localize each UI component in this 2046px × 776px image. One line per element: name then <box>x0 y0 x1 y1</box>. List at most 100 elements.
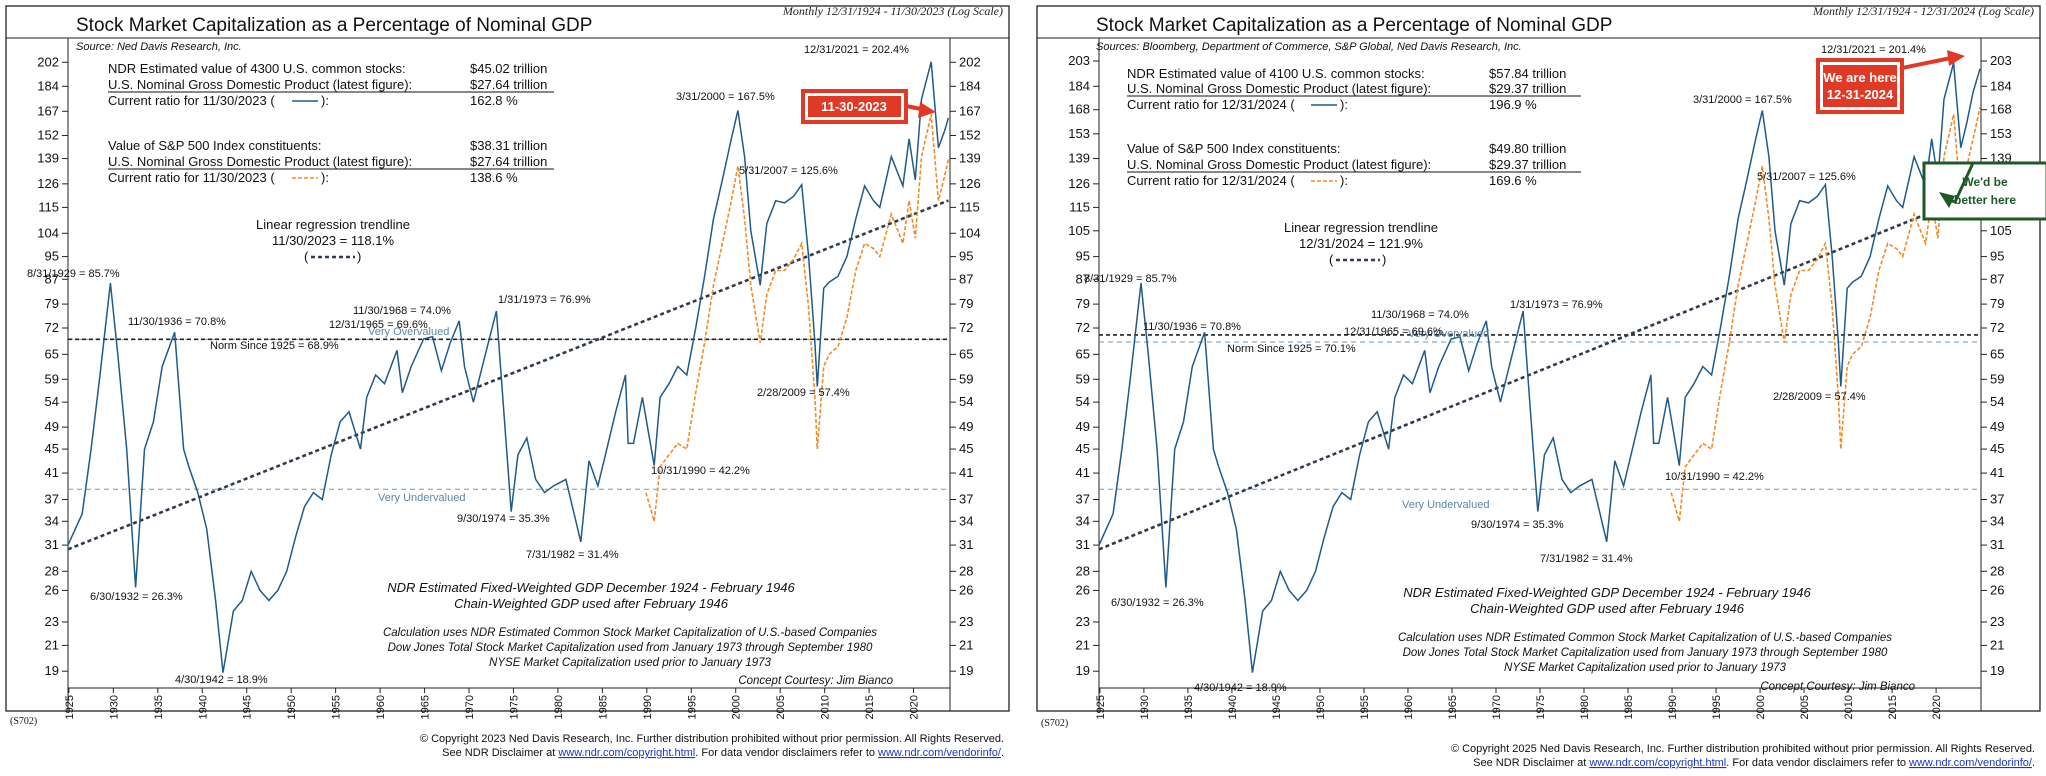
y-tick-label: 45 <box>1990 441 2004 456</box>
total-market-series-line <box>1098 62 1981 673</box>
overvalued-label: Very Overvalued <box>368 326 449 338</box>
x-tick-label: 2020 <box>1931 695 1943 719</box>
info2-line3-suffix: ): <box>1340 173 1348 188</box>
callout-text-2023: 11-30-2023 <box>821 99 887 114</box>
x-tick-label: 1950 <box>286 695 298 719</box>
y-tick-label: 115 <box>1069 199 1090 214</box>
annotation-1932-low: 6/30/1932 = 26.3% <box>90 591 183 603</box>
copyright-line: © Copyright 2025 Ned Davis Research, Inc… <box>1451 743 2035 755</box>
y-tick-label: 31 <box>1990 537 2004 552</box>
y-tick-label: 87 <box>1990 271 2004 286</box>
y-tick-label: 139 <box>37 151 59 166</box>
x-tick-label: 2010 <box>1843 695 1855 719</box>
annotation-2021-peak: 12/31/2021 = 201.4% <box>1821 44 1926 56</box>
y-tick-label: 23 <box>1076 614 1090 629</box>
y-tick-label: 168 <box>1068 102 1090 117</box>
y-tick-label: 37 <box>1990 492 2004 507</box>
info1-line1-value: $45.02 trillion <box>470 61 547 76</box>
chart-frame <box>5 5 1010 712</box>
y-tick-label: 65 <box>959 346 973 361</box>
info2-line2-value: $29.37 trillion <box>1489 157 1566 172</box>
y-tick-label: 202 <box>37 54 59 69</box>
annotation-2009-low: 2/28/2009 = 57.4% <box>757 387 850 399</box>
annotation-1968-peak: 11/30/1968 = 74.0% <box>1371 309 1469 321</box>
copyright-line: © Copyright 2023 Ned Davis Research, Inc… <box>420 733 1004 745</box>
y-tick-label: 105 <box>1990 223 2012 238</box>
x-tick-label: 1965 <box>420 695 432 719</box>
trend-legend-close: ) <box>1382 252 1386 267</box>
x-tick-label: 1995 <box>686 695 698 719</box>
y-tick-label: 21 <box>959 637 973 652</box>
calc-note-1: Calculation uses NDR Estimated Common St… <box>1398 632 1892 644</box>
y-tick-label: 184 <box>1068 78 1090 93</box>
y-tick-label: 104 <box>37 225 59 240</box>
copyright-link[interactable]: www.ndr.com/copyright.html <box>1588 757 1726 769</box>
y-tick-label: 153 <box>1068 126 1090 141</box>
copyright-link[interactable]: www.ndr.com/copyright.html <box>557 747 695 759</box>
y-tick-label: 21 <box>45 637 59 652</box>
gdp-note-1: NDR Estimated Fixed-Weighted GDP Decembe… <box>1403 585 1811 600</box>
info1-line3-label: Current ratio for 12/31/2024 ( <box>1127 97 1295 112</box>
annotation-2007-peak: 5/31/2007 = 125.6% <box>739 165 838 177</box>
total-market-series-line <box>67 61 950 673</box>
info2-line3-value: 138.6 % <box>470 170 518 185</box>
annotation-1973-peak: 1/31/1973 = 76.9% <box>1510 299 1603 311</box>
chart-panel-2024: Stock Market Capitalization as a Percent… <box>1031 0 2046 776</box>
info1-line1-label: NDR Estimated value of 4100 U.S. common … <box>1127 66 1425 81</box>
y-ticks-right: 19 21 23 26 28 31 34 37 41 45 49 54 59 65 72 79 87 95 105 1… <box>1981 53 2012 678</box>
y-tick-label: 115 <box>38 199 59 214</box>
y-tick-label: 79 <box>959 296 973 311</box>
trendline <box>67 199 949 551</box>
annotation-2007-peak: 5/31/2007 = 125.6% <box>1757 171 1856 183</box>
y-tick-label: 184 <box>959 78 981 93</box>
vendorinfo-link[interactable]: www.ndr.com/vendorinfo/ <box>1908 757 2033 769</box>
callout-arrowhead-better <box>1939 192 1955 208</box>
callout-2024-line2: 12-31-2024 <box>1827 87 1894 102</box>
y-tick-label: 26 <box>1076 582 1090 597</box>
trend-label-1: Linear regression trendline <box>256 217 410 232</box>
y-tick-label: 45 <box>959 441 973 456</box>
norm-label: Norm Since 1925 = 68.9% <box>210 340 339 352</box>
x-tick-label: 1955 <box>1359 695 1371 719</box>
chart-svg: Stock Market Capitalization as a Percent… <box>1036 4 2046 769</box>
x-tick-label: 1990 <box>1667 695 1679 719</box>
y-tick-label: 49 <box>959 419 973 434</box>
callout-arrowhead-2023 <box>918 102 936 118</box>
sp500-series-line <box>1670 107 1981 522</box>
x-tick-label: 2000 <box>731 695 743 719</box>
y-tick-label: 37 <box>45 492 59 507</box>
y-tick-label: 34 <box>1076 513 1090 528</box>
x-tick-label: 1945 <box>1271 695 1283 719</box>
y-tick-label: 139 <box>959 151 981 166</box>
x-tick-label: 1995 <box>1711 695 1723 719</box>
y-tick-label: 28 <box>1990 563 2004 578</box>
annotation-1929-peak: 8/31/1929 = 85.7% <box>27 268 120 280</box>
calc-note-2: Dow Jones Total Stock Market Capitalizat… <box>388 642 873 654</box>
y-tick-label: 87 <box>45 271 59 286</box>
x-tick-label: 1935 <box>1183 695 1195 719</box>
y-tick-label: 104 <box>959 225 981 240</box>
y-tick-label: 105 <box>1068 223 1090 238</box>
x-tick-label: 2015 <box>864 695 876 719</box>
sp500-series-line <box>645 114 950 522</box>
y-tick-label: 34 <box>959 513 973 528</box>
callout-2024-line1: We are here <box>1823 70 1896 85</box>
gdp-note-1: NDR Estimated Fixed-Weighted GDP Decembe… <box>387 580 795 595</box>
x-tick-label: 2010 <box>820 695 832 719</box>
date-range: Monthly 12/31/1924 - 12/31/2024 (Log Sca… <box>1812 4 2034 18</box>
x-ticks: 1925 1930 1935 1940 1945 1950 1955 1960 1965 1970… <box>1095 688 1943 719</box>
callout-box-better <box>1922 161 2046 221</box>
y-tick-label: 79 <box>45 296 59 311</box>
y-tick-label: 72 <box>1990 320 2004 335</box>
y-tick-label: 26 <box>45 582 59 597</box>
x-tick-label: 1935 <box>153 695 165 719</box>
source-line: Source: Ned Davis Research, Inc. <box>76 41 242 53</box>
y-tick-label: 59 <box>1076 371 1090 386</box>
info1-line3-value: 196.9 % <box>1489 97 1537 112</box>
vendorinfo-link[interactable]: www.ndr.com/vendorinfo/ <box>877 747 1002 759</box>
info2-line1-value: $38.31 trillion <box>470 138 547 153</box>
y-tick-label: 167 <box>959 103 981 118</box>
y-tick-label: 41 <box>1990 465 2004 480</box>
trendline <box>1098 191 1981 551</box>
y-tick-label: 152 <box>959 128 981 143</box>
